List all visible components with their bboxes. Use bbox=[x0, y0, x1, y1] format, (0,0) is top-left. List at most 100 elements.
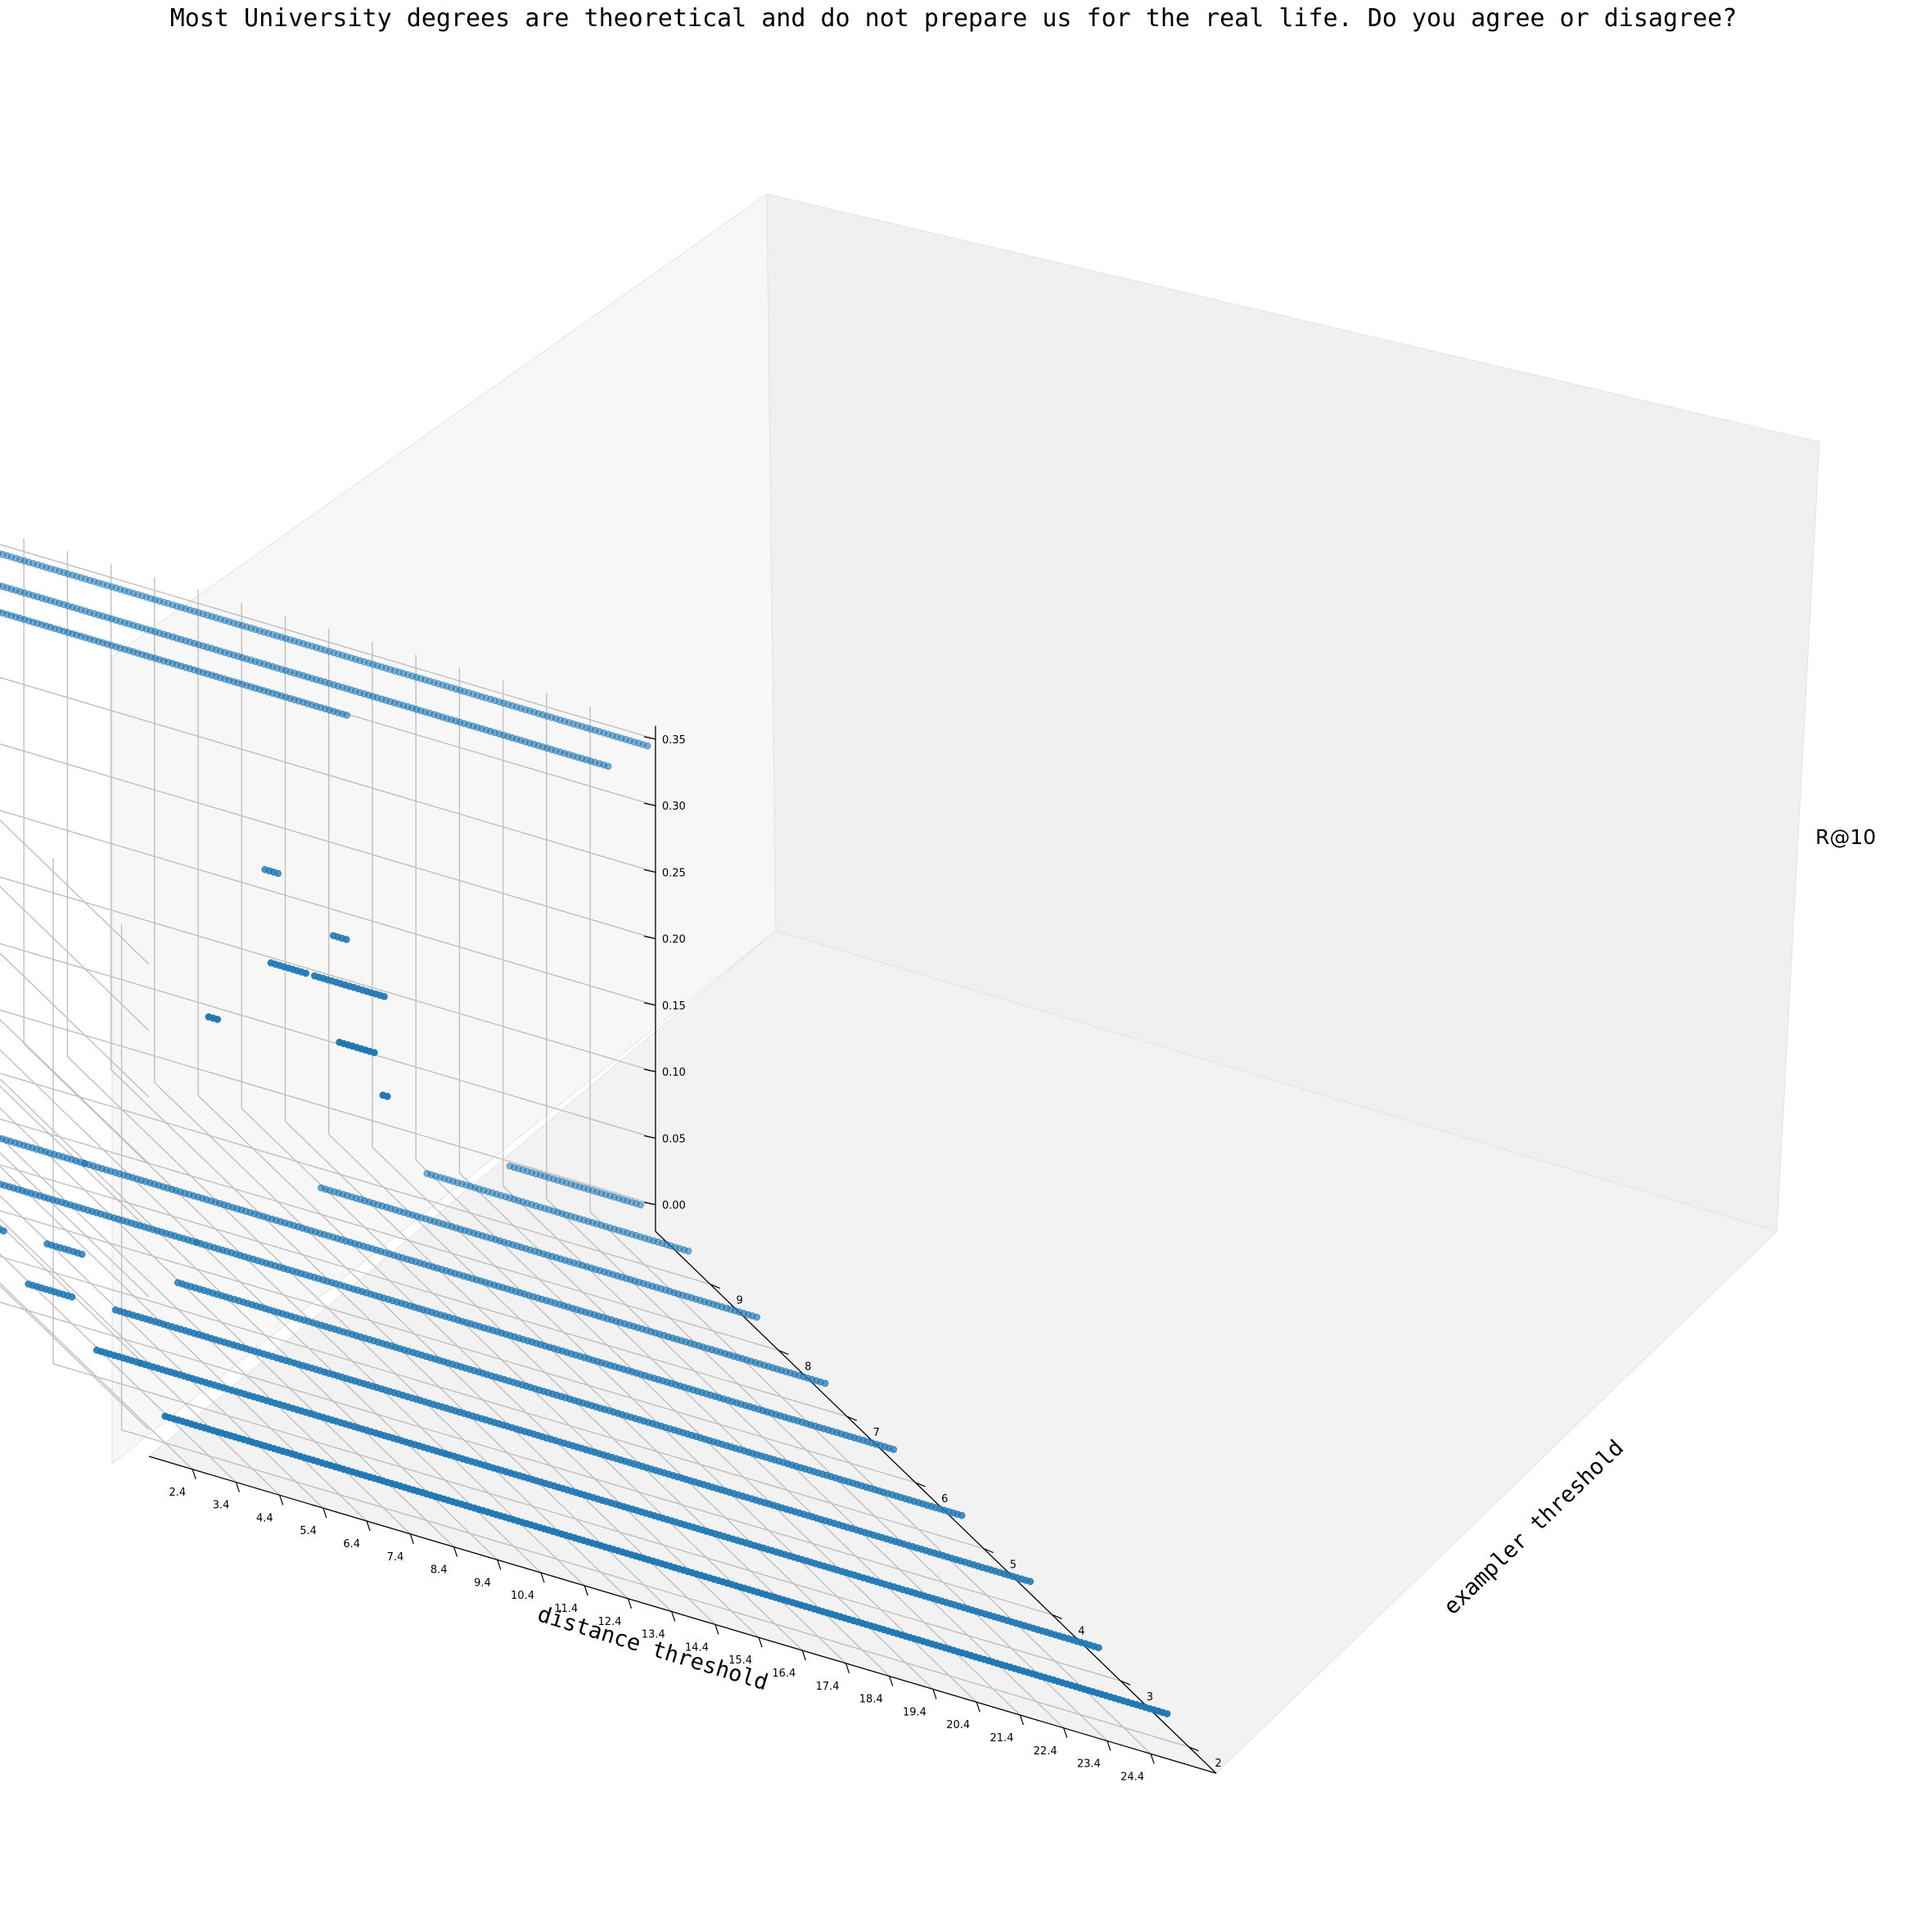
z-gridline-right bbox=[0, 1009, 656, 1206]
x-gridline-floor bbox=[154, 1081, 716, 1625]
x-tick-label: 21.4 bbox=[990, 1732, 1013, 1745]
data-point bbox=[78, 1250, 86, 1258]
x-tick-mark bbox=[1063, 1727, 1068, 1738]
data-point bbox=[753, 1313, 760, 1321]
x-tick-label: 4.4 bbox=[256, 1512, 273, 1524]
x-tick-mark bbox=[1150, 1754, 1155, 1764]
x-tick-label: 12.4 bbox=[597, 1616, 621, 1628]
x-tick-mark bbox=[584, 1585, 588, 1596]
z-gridline-right bbox=[0, 544, 656, 740]
z-gridline-right bbox=[0, 876, 656, 1072]
x-gridline-floor bbox=[415, 1159, 977, 1703]
x-tick-label: 9.4 bbox=[474, 1577, 491, 1589]
x-gridline-floor bbox=[0, 1282, 193, 1470]
y-gridline-floor bbox=[52, 1363, 1121, 1681]
x-gridline-floor bbox=[0, 1049, 542, 1573]
x-gridline-floor bbox=[328, 1134, 890, 1677]
data-point bbox=[684, 1247, 692, 1255]
data-point bbox=[1094, 1644, 1102, 1652]
y-gridline-floor bbox=[0, 1256, 985, 1550]
z-tick-mark bbox=[643, 1202, 656, 1206]
y-tick-label: 4 bbox=[1078, 1625, 1084, 1637]
data-point bbox=[274, 869, 282, 878]
x-tick-label: 22.4 bbox=[1034, 1745, 1057, 1758]
z-gridline-right bbox=[0, 810, 656, 1006]
data-point bbox=[302, 969, 310, 977]
x-gridline-floor bbox=[0, 1107, 455, 1548]
y-tick-label: 6 bbox=[941, 1493, 948, 1505]
x-gridline-floor bbox=[0, 1078, 498, 1560]
y-tick-label: 9 bbox=[737, 1295, 743, 1307]
x-axis-line bbox=[148, 1456, 1217, 1774]
x-tick-mark bbox=[671, 1611, 676, 1622]
x-tick-mark bbox=[889, 1676, 894, 1686]
y-tick-mark bbox=[846, 1415, 858, 1421]
x-tick-mark bbox=[1019, 1714, 1024, 1726]
data-point bbox=[214, 1015, 222, 1023]
y-gridline-floor bbox=[121, 1429, 1189, 1748]
data-point bbox=[0, 1227, 7, 1235]
x-tick-mark bbox=[279, 1495, 284, 1505]
z-tick-label: 0.35 bbox=[662, 734, 686, 747]
x-tick-label: 8.4 bbox=[431, 1564, 448, 1577]
data-point bbox=[343, 711, 351, 720]
x-gridline-floor bbox=[0, 1136, 411, 1535]
y-tick-label: 5 bbox=[1010, 1560, 1017, 1572]
x-tick-mark bbox=[1107, 1740, 1111, 1751]
z-tick-label: 0.05 bbox=[662, 1133, 686, 1145]
y-tick-mark bbox=[710, 1284, 720, 1289]
x-gridline-floor bbox=[285, 1121, 847, 1664]
y-tick-label: 3 bbox=[1147, 1691, 1153, 1704]
y-tick-mark bbox=[778, 1349, 789, 1355]
z-gridline-right bbox=[0, 743, 656, 940]
y-tick-mark bbox=[1188, 1746, 1199, 1752]
x-gridline-floor bbox=[458, 1172, 1021, 1716]
y-tick-label: 2 bbox=[1215, 1758, 1221, 1770]
z-tick-label: 0.10 bbox=[662, 1067, 686, 1079]
y-tick-mark bbox=[915, 1482, 926, 1487]
x-tick-mark bbox=[235, 1482, 241, 1492]
z-gridline-left bbox=[0, 1284, 150, 1431]
x-tick-label: 2.4 bbox=[169, 1487, 187, 1499]
x-tick-label: 13.4 bbox=[642, 1629, 665, 1641]
x-gridline-floor bbox=[241, 1108, 803, 1651]
z-tick-label: 0.15 bbox=[662, 1000, 686, 1013]
z-gridline-left bbox=[0, 819, 150, 965]
z-tick-label: 0.20 bbox=[662, 934, 686, 946]
x-tick-mark bbox=[366, 1520, 371, 1532]
x-tick-mark bbox=[845, 1663, 850, 1673]
data-point bbox=[383, 1092, 391, 1100]
z-tick-mark bbox=[643, 936, 656, 940]
y-gridline-floor bbox=[0, 1118, 779, 1352]
x-gridline-floor bbox=[546, 1198, 1108, 1742]
chart-title: Most University degrees are theoretical … bbox=[170, 4, 1738, 33]
x-gridline-floor bbox=[0, 1165, 367, 1522]
data-point bbox=[643, 742, 651, 750]
y-gridline-floor bbox=[0, 1164, 847, 1417]
x-tick-label: 5.4 bbox=[300, 1525, 317, 1537]
x-tick-label: 17.4 bbox=[816, 1681, 840, 1693]
x-tick-mark bbox=[627, 1598, 632, 1609]
z-gridline-right bbox=[0, 942, 656, 1140]
x-tick-mark bbox=[801, 1650, 806, 1661]
z-tick-label: 0.25 bbox=[662, 867, 686, 879]
x-tick-mark bbox=[453, 1546, 458, 1557]
z-tick-mark bbox=[643, 1135, 656, 1139]
x-tick-label: 24.4 bbox=[1120, 1771, 1144, 1783]
y-gridline-floor bbox=[0, 1072, 710, 1285]
x-tick-mark bbox=[322, 1508, 327, 1519]
y-axis-line bbox=[655, 1230, 1217, 1774]
x-gridline-floor bbox=[589, 1211, 1152, 1754]
z-gridline-left bbox=[0, 1085, 150, 1231]
z-gridline-left bbox=[0, 1218, 150, 1364]
x-tick-label: 3.4 bbox=[213, 1500, 230, 1512]
panes bbox=[111, 193, 1820, 1774]
x-tick-label: 14.4 bbox=[685, 1641, 709, 1654]
y-tick-mark bbox=[1120, 1680, 1131, 1686]
x-tick-label: 19.4 bbox=[903, 1706, 926, 1718]
x-tick-mark bbox=[192, 1469, 196, 1479]
x-tick-label: 20.4 bbox=[946, 1719, 970, 1731]
z-tick-mark bbox=[643, 1068, 656, 1072]
data-point bbox=[890, 1446, 898, 1453]
